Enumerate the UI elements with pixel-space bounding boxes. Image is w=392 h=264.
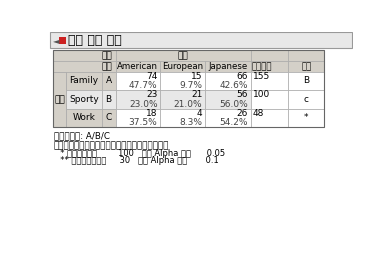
Text: American: American [117,62,158,71]
Bar [50,32,352,48]
Text: 48: 48 [253,109,264,118]
Bar [160,72,205,90]
Text: c: c [304,95,309,104]
Text: 54.2%: 54.2% [220,118,248,127]
Text: B: B [303,77,309,86]
Bar [102,90,116,109]
Bar [59,37,66,44]
Text: 42.6%: 42.6% [220,81,248,90]
Text: 47.7%: 47.7% [129,81,158,90]
Bar [66,72,102,90]
Bar [250,50,289,61]
Bar [53,109,66,127]
Bar [116,90,160,109]
Bar [53,72,66,127]
Bar [116,72,160,90]
Bar [160,61,205,72]
Bar [160,90,205,109]
Bar [205,109,250,127]
Bar [289,61,324,72]
Text: 21: 21 [191,90,202,99]
Text: Work: Work [73,114,95,122]
Text: 频数: 频数 [102,51,113,60]
Bar [289,50,324,61]
Text: 产地: 产地 [178,51,189,60]
Bar [53,72,66,90]
Bar [116,50,250,61]
Text: 100: 100 [253,90,270,99]
Bar [66,109,102,127]
Text: 显示类别字母，它在更高份额水平下具有显著差异: 显示类别字母，它在更高份额水平下具有显著差异 [54,142,169,151]
Text: Family: Family [69,77,98,86]
Bar [53,90,66,109]
Text: Sporty: Sporty [69,95,99,104]
Text: 56.0%: 56.0% [220,100,248,109]
Bar [205,61,250,72]
Bar [102,109,116,127]
Text: 产地 依据 车型: 产地 依据 车型 [68,34,122,47]
Bar [250,109,289,127]
Text: 56: 56 [237,90,248,99]
Bar [53,50,324,127]
Text: 车型: 车型 [54,95,65,104]
Text: A: A [105,77,112,86]
Bar [53,50,116,61]
Bar [116,109,160,127]
Bar [289,90,324,109]
Text: *: * [304,114,309,122]
Bar [205,72,250,90]
Bar [250,72,289,90]
Text: Japanese: Japanese [208,62,247,71]
Text: 155: 155 [253,72,270,81]
Text: 总响应数: 总响应数 [252,62,272,71]
Text: C: C [105,114,112,122]
Text: 23: 23 [146,90,158,99]
Text: European: European [162,62,203,71]
Text: 4: 4 [197,109,202,118]
Text: 37.5%: 37.5% [129,118,158,127]
Text: 比较: 比较 [301,62,311,71]
Text: ** 基本计数最小値     30   小写 Alpha 水平       0.1: ** 基本计数最小値 30 小写 Alpha 水平 0.1 [55,156,219,166]
Text: 23.0%: 23.0% [129,100,158,109]
Bar [289,72,324,90]
Text: 15: 15 [191,72,202,81]
Bar [66,90,102,109]
Bar [250,61,289,72]
Text: 74: 74 [146,72,158,81]
Text: 26: 26 [237,109,248,118]
Text: * 基本计数警告        100   大写 Alpha 水平      0.05: * 基本计数警告 100 大写 Alpha 水平 0.05 [55,149,225,158]
Text: 8.3%: 8.3% [180,118,202,127]
Text: 9.7%: 9.7% [180,81,202,90]
Bar [205,90,250,109]
Bar [116,61,160,72]
Text: 份额: 份额 [102,62,113,71]
Text: 66: 66 [237,72,248,81]
Text: 21.0%: 21.0% [174,100,202,109]
Text: 默认比较组: A/B/C: 默认比较组: A/B/C [54,132,110,141]
Text: 18: 18 [146,109,158,118]
Text: ◄: ◄ [53,36,59,45]
Bar [53,61,116,72]
Bar [250,90,289,109]
Bar [160,109,205,127]
Bar [102,72,116,90]
Text: B: B [105,95,112,104]
Bar [289,109,324,127]
